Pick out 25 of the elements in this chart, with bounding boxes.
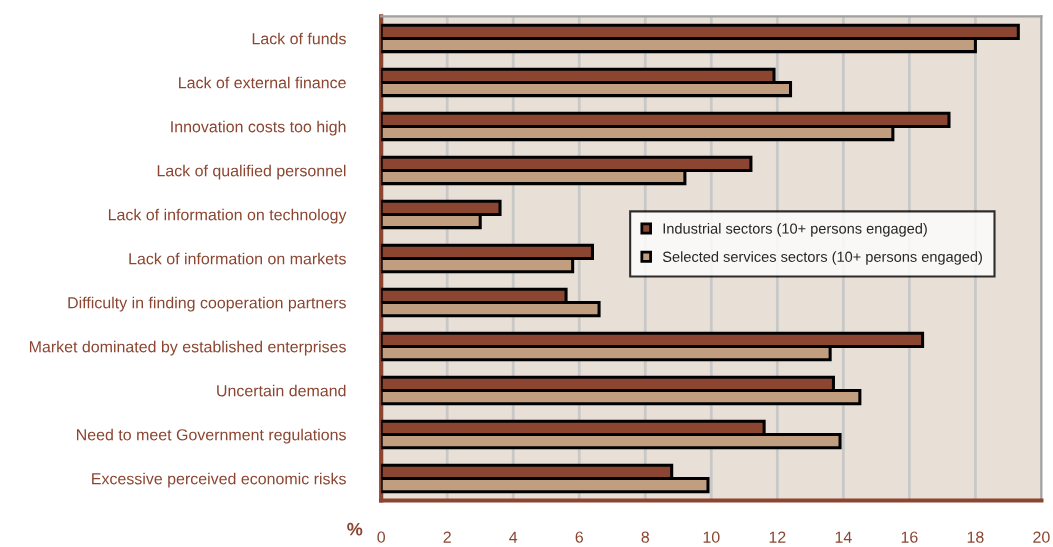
x-tick-label: 20 xyxy=(1033,531,1050,543)
y-tick-label: Uncertain demand xyxy=(217,384,346,397)
y-tick-label: Lack of external finance xyxy=(179,76,346,89)
x-tick-label: 6 xyxy=(575,531,583,543)
y-tick-label: Excessive perceived economic risks xyxy=(92,472,346,488)
y-tick-label: Innovation costs too high xyxy=(171,120,346,136)
y-tick-label: Difficulty in finding cooperation partners xyxy=(68,296,346,312)
x-tick-label: 18 xyxy=(967,531,984,543)
y-tick-label: Need to meet Government regulations xyxy=(77,428,346,444)
x-axis-title: % xyxy=(347,522,363,536)
x-tick-label: 10 xyxy=(703,531,720,543)
legend-label: Industrial sectors (10+ persons engaged) xyxy=(663,223,927,237)
x-tick-label: 0 xyxy=(377,531,385,543)
x-tick-label: 16 xyxy=(901,531,918,543)
x-tick-label: 2 xyxy=(443,531,451,543)
y-tick-label: Lack of qualified personnel xyxy=(157,164,346,180)
y-tick-label: Market dominated by established enterprises xyxy=(29,340,346,356)
y-tick-label: Lack of information on markets xyxy=(129,252,346,265)
x-tick-label: 14 xyxy=(835,531,852,543)
y-tick-label: Lack of information on technology xyxy=(108,208,347,224)
x-tick-label: 8 xyxy=(641,531,650,543)
legend-label: Selected services sectors (10+ persons engaged) xyxy=(662,251,982,265)
y-tick-label: Lack of funds xyxy=(252,32,346,45)
x-tick-label: 12 xyxy=(769,531,786,543)
x-tick-label: 4 xyxy=(509,531,518,543)
